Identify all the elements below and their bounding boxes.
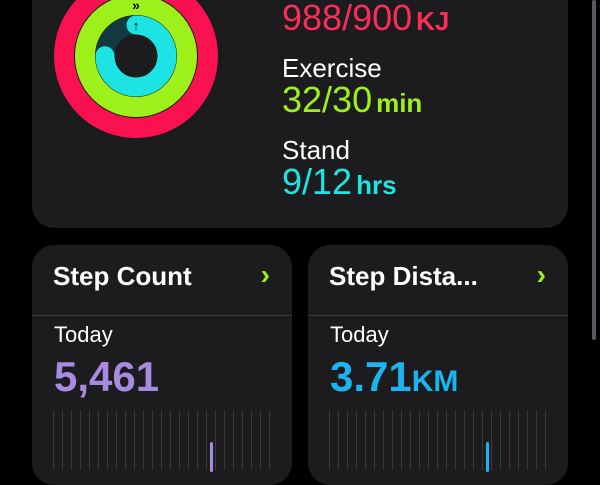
step-distance-value: 3.71KM — [330, 353, 458, 401]
chart-gridline — [410, 410, 411, 470]
chart-gridline — [107, 410, 108, 470]
chart-gridline — [98, 410, 99, 470]
chart-gridline — [134, 410, 135, 470]
chart-gridline — [215, 410, 216, 470]
chart-gridline — [446, 410, 447, 470]
exercise-label: Exercise — [282, 53, 382, 83]
exercise-ring — [75, 0, 197, 117]
stand-arrow-icon: ↑ — [133, 18, 140, 33]
chart-gridline — [536, 410, 537, 470]
chart-gridline — [116, 410, 117, 470]
chart-gridline — [329, 410, 330, 470]
chart-gridline — [80, 410, 81, 470]
exercise-value: 32/30 — [282, 79, 373, 120]
chart-gridline — [251, 410, 252, 470]
tile-header[interactable]: Step Dista... › — [308, 245, 568, 316]
chart-gridline — [197, 410, 198, 470]
move-unit: KJ — [416, 6, 450, 36]
mini-chart — [53, 410, 273, 472]
chart-gridline — [71, 410, 72, 470]
activity-rings-card[interactable]: » ↑ 988/900 KJ Exercise 32/30 min Stand 9/1… — [32, 0, 568, 228]
chart-gridline — [437, 410, 438, 470]
exercise-ring-overlap-cap — [146, 0, 167, 20]
chart-gridline — [392, 410, 393, 470]
chart-gridline — [269, 410, 270, 470]
chart-gridline — [152, 410, 153, 470]
chart-gridline — [161, 410, 162, 470]
chart-gridline — [527, 410, 528, 470]
stand-unit: hrs — [356, 170, 397, 200]
activity-rings: »↑ — [54, 0, 218, 138]
chart-gridline — [464, 410, 465, 470]
exercise-arrow-icon: » — [132, 0, 140, 13]
chart-gridline — [347, 410, 348, 470]
chart-gridline — [89, 410, 90, 470]
chart-gridline — [143, 410, 144, 470]
chart-gridline — [491, 410, 492, 470]
value: 3.71 — [330, 353, 412, 400]
step-distance-tile[interactable]: Step Dista... › Today 3.71KM — [308, 245, 568, 485]
chevron-right-icon[interactable]: › — [260, 259, 270, 290]
chart-gridline — [356, 410, 357, 470]
chart-gridline — [188, 410, 189, 470]
scrollbar[interactable] — [592, 0, 596, 340]
stand-value: 9/12 — [282, 161, 353, 202]
mini-chart — [329, 410, 549, 472]
move-metric: 988/900 KJ — [282, 0, 449, 37]
chart-gridline — [365, 410, 366, 470]
chart-gridline — [62, 410, 63, 470]
chart-bar — [486, 442, 489, 472]
chart-gridline — [509, 410, 510, 470]
chart-gridline — [125, 410, 126, 470]
period-label: Today — [54, 322, 113, 347]
move-ring — [54, 0, 218, 138]
chart-gridline — [338, 410, 339, 470]
chart-gridline — [419, 410, 420, 470]
chevron-right-icon[interactable]: › — [536, 259, 546, 290]
chart-gridline — [383, 410, 384, 470]
period-label: Today — [330, 322, 389, 347]
chart-bar — [210, 442, 213, 472]
stand-ring — [95, 15, 177, 97]
unit: KM — [411, 365, 459, 398]
chart-gridline — [518, 410, 519, 470]
chart-gridline — [401, 410, 402, 470]
value: 5,461 — [54, 353, 160, 400]
chart-gridline — [242, 410, 243, 470]
chart-gridline — [374, 410, 375, 470]
step-count-value: 5,461 — [54, 353, 159, 401]
step-count-tile[interactable]: Step Count › Today 5,461 — [32, 245, 292, 485]
exercise-unit: min — [376, 88, 423, 118]
stand-metric: Stand 9/12 hrs — [282, 136, 397, 201]
chart-gridline — [473, 410, 474, 470]
tile-title: Step Count — [53, 261, 192, 291]
tile-header[interactable]: Step Count › — [32, 245, 292, 316]
chart-gridline — [482, 410, 483, 470]
move-ring-overlap-cap — [167, 0, 188, 8]
chart-gridline — [224, 410, 225, 470]
chart-gridline — [260, 410, 261, 470]
chart-gridline — [428, 410, 429, 470]
tile-title: Step Dista... — [329, 261, 478, 291]
chart-gridline — [170, 410, 171, 470]
exercise-metric: Exercise 32/30 min — [282, 54, 422, 119]
chart-gridline — [179, 410, 180, 470]
chart-gridline — [233, 410, 234, 470]
chart-gridline — [500, 410, 501, 470]
stand-label: Stand — [282, 135, 350, 165]
move-value: 988/900 — [282, 0, 413, 38]
chart-gridline — [53, 410, 54, 470]
chart-gridline — [206, 410, 207, 470]
chart-gridline — [545, 410, 546, 470]
chart-gridline — [455, 410, 456, 470]
